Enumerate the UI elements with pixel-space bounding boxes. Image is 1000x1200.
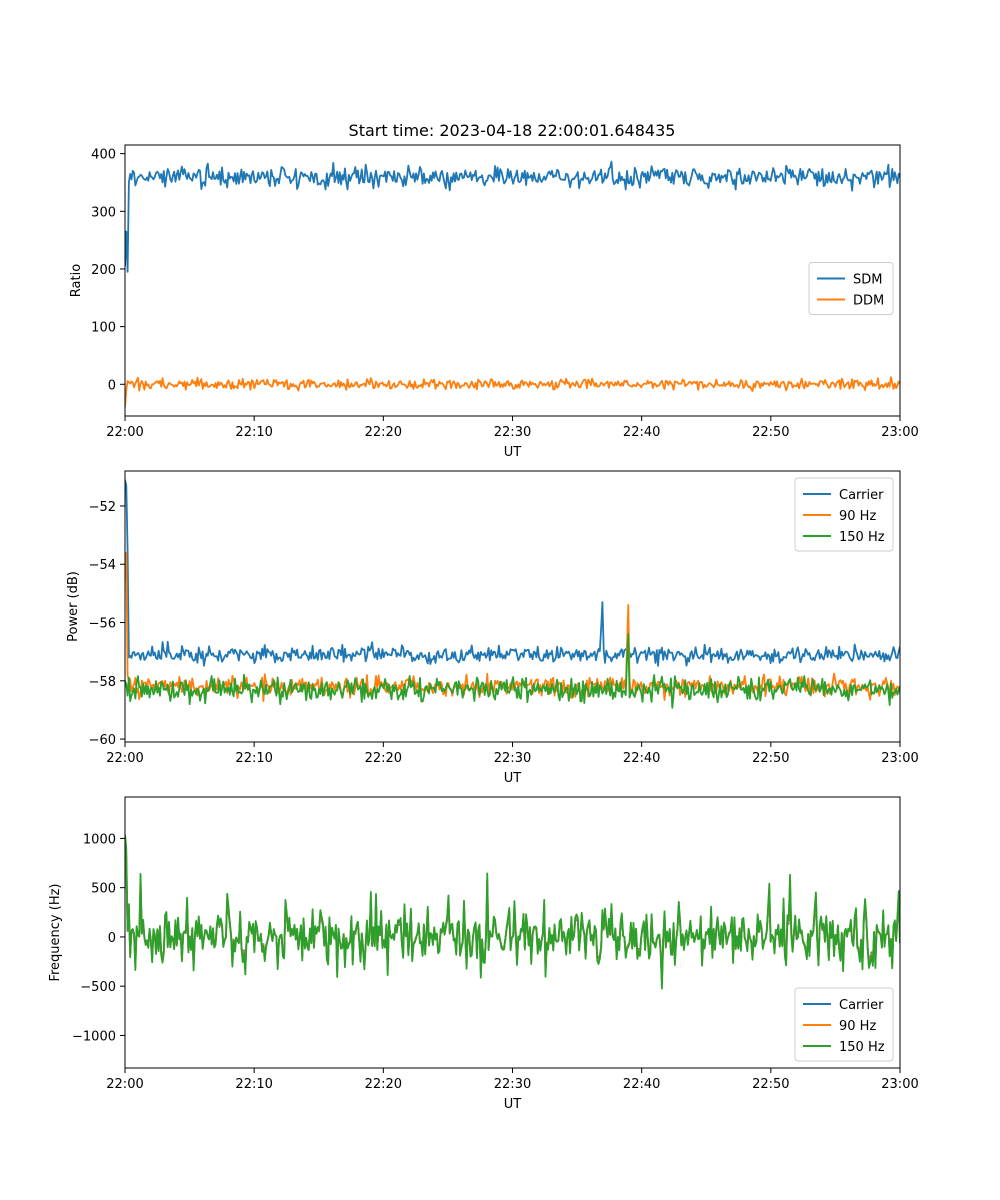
y-tick-label: 300: [91, 205, 116, 220]
y-axis-label: Ratio: [69, 264, 84, 297]
figure-title: Start time: 2023-04-18 22:00:01.648435: [349, 121, 676, 140]
x-tick-label: 22:40: [623, 751, 660, 766]
series-line-90-hz: [125, 551, 900, 702]
x-tick-label: 22:50: [752, 751, 789, 766]
x-axis-label: UT: [504, 1097, 522, 1112]
series-line-sdm: [125, 160, 900, 273]
frequency-panel: 22:00 22:10 22:20 22:30 22:40 22:50 23:00 −1000…: [48, 796, 919, 1112]
x-tick-label: 23:00: [881, 425, 918, 440]
x-tick-label: 22:40: [623, 425, 660, 440]
y-tick-label: −52: [89, 500, 116, 515]
x-tick-label: 22:20: [365, 751, 402, 766]
axes-frame: [124, 144, 901, 417]
y-tick-label: −56: [89, 617, 116, 632]
y-tick-label: −60: [89, 733, 116, 748]
ratio-panel: 22:00 22:10 22:20 22:30 22:40 22:50 23:00 0 100 2…: [69, 144, 919, 460]
x-tick-label: 22:20: [365, 1077, 402, 1092]
series-line-carrier: [125, 479, 900, 667]
x-tick-label: 22:40: [623, 1077, 660, 1092]
y-tick-label: −1000: [72, 1029, 116, 1044]
axes-frame: [124, 470, 901, 743]
y-tick-label: 0: [108, 931, 116, 946]
x-tick-label: 22:00: [106, 425, 143, 440]
y-tick-label: 1000: [83, 832, 116, 847]
x-tick-label: 22:10: [235, 425, 272, 440]
x-tick-label: 22:30: [494, 751, 531, 766]
legend: Carrier 90 Hz 150 Hz: [794, 987, 894, 1062]
power-panel: 22:00 22:10 22:20 22:30 22:40 22:50 23:00 −60 −5…: [66, 470, 919, 786]
y-axis-label: Frequency (Hz): [48, 883, 63, 981]
plot-area: [125, 834, 900, 990]
series-line-ddm: [125, 376, 900, 408]
series-line-150-hz: [125, 633, 900, 709]
y-tick-label: 200: [91, 263, 116, 278]
x-tick-label: 22:20: [365, 425, 402, 440]
legend-box: [794, 477, 894, 552]
legend: SDM DDM: [808, 262, 894, 315]
x-tick-label: 22:30: [494, 425, 531, 440]
legend-label: 150 Hz: [839, 1040, 885, 1055]
y-tick-label: 0: [108, 378, 116, 393]
x-axis-label: UT: [504, 445, 522, 460]
legend-box: [808, 262, 894, 315]
y-tick-label: −58: [89, 675, 116, 690]
x-tick-label: 22:10: [235, 751, 272, 766]
x-tick-label: 22:00: [106, 751, 143, 766]
legend-label: DDM: [853, 294, 884, 309]
x-tick-label: 22:50: [752, 425, 789, 440]
legend-label: 90 Hz: [839, 509, 876, 524]
y-tick-label: 500: [91, 882, 116, 897]
plot-area: [125, 160, 900, 408]
x-tick-label: 23:00: [881, 1077, 918, 1092]
x-tick-label: 22:30: [494, 1077, 531, 1092]
x-tick-label: 22:10: [235, 1077, 272, 1092]
legend-label: Carrier: [839, 488, 884, 503]
plot-area: [125, 479, 900, 709]
y-axis-label: Power (dB): [66, 571, 81, 642]
y-tick-label: −500: [80, 980, 116, 995]
legend-label: 90 Hz: [839, 1019, 876, 1034]
legend-box: [794, 987, 894, 1062]
y-tick-label: 400: [91, 148, 116, 163]
legend-label: SDM: [853, 273, 882, 288]
legend-label: Carrier: [839, 998, 884, 1013]
y-tick-label: 100: [91, 321, 116, 336]
x-tick-label: 22:50: [752, 1077, 789, 1092]
legend: Carrier 90 Hz 150 Hz: [794, 477, 894, 552]
x-tick-label: 23:00: [881, 751, 918, 766]
series-line-150-hz: [125, 834, 900, 990]
y-tick-label: −54: [89, 558, 116, 573]
x-axis-label: UT: [504, 771, 522, 786]
x-tick-label: 22:00: [106, 1077, 143, 1092]
legend-label: 150 Hz: [839, 530, 885, 545]
